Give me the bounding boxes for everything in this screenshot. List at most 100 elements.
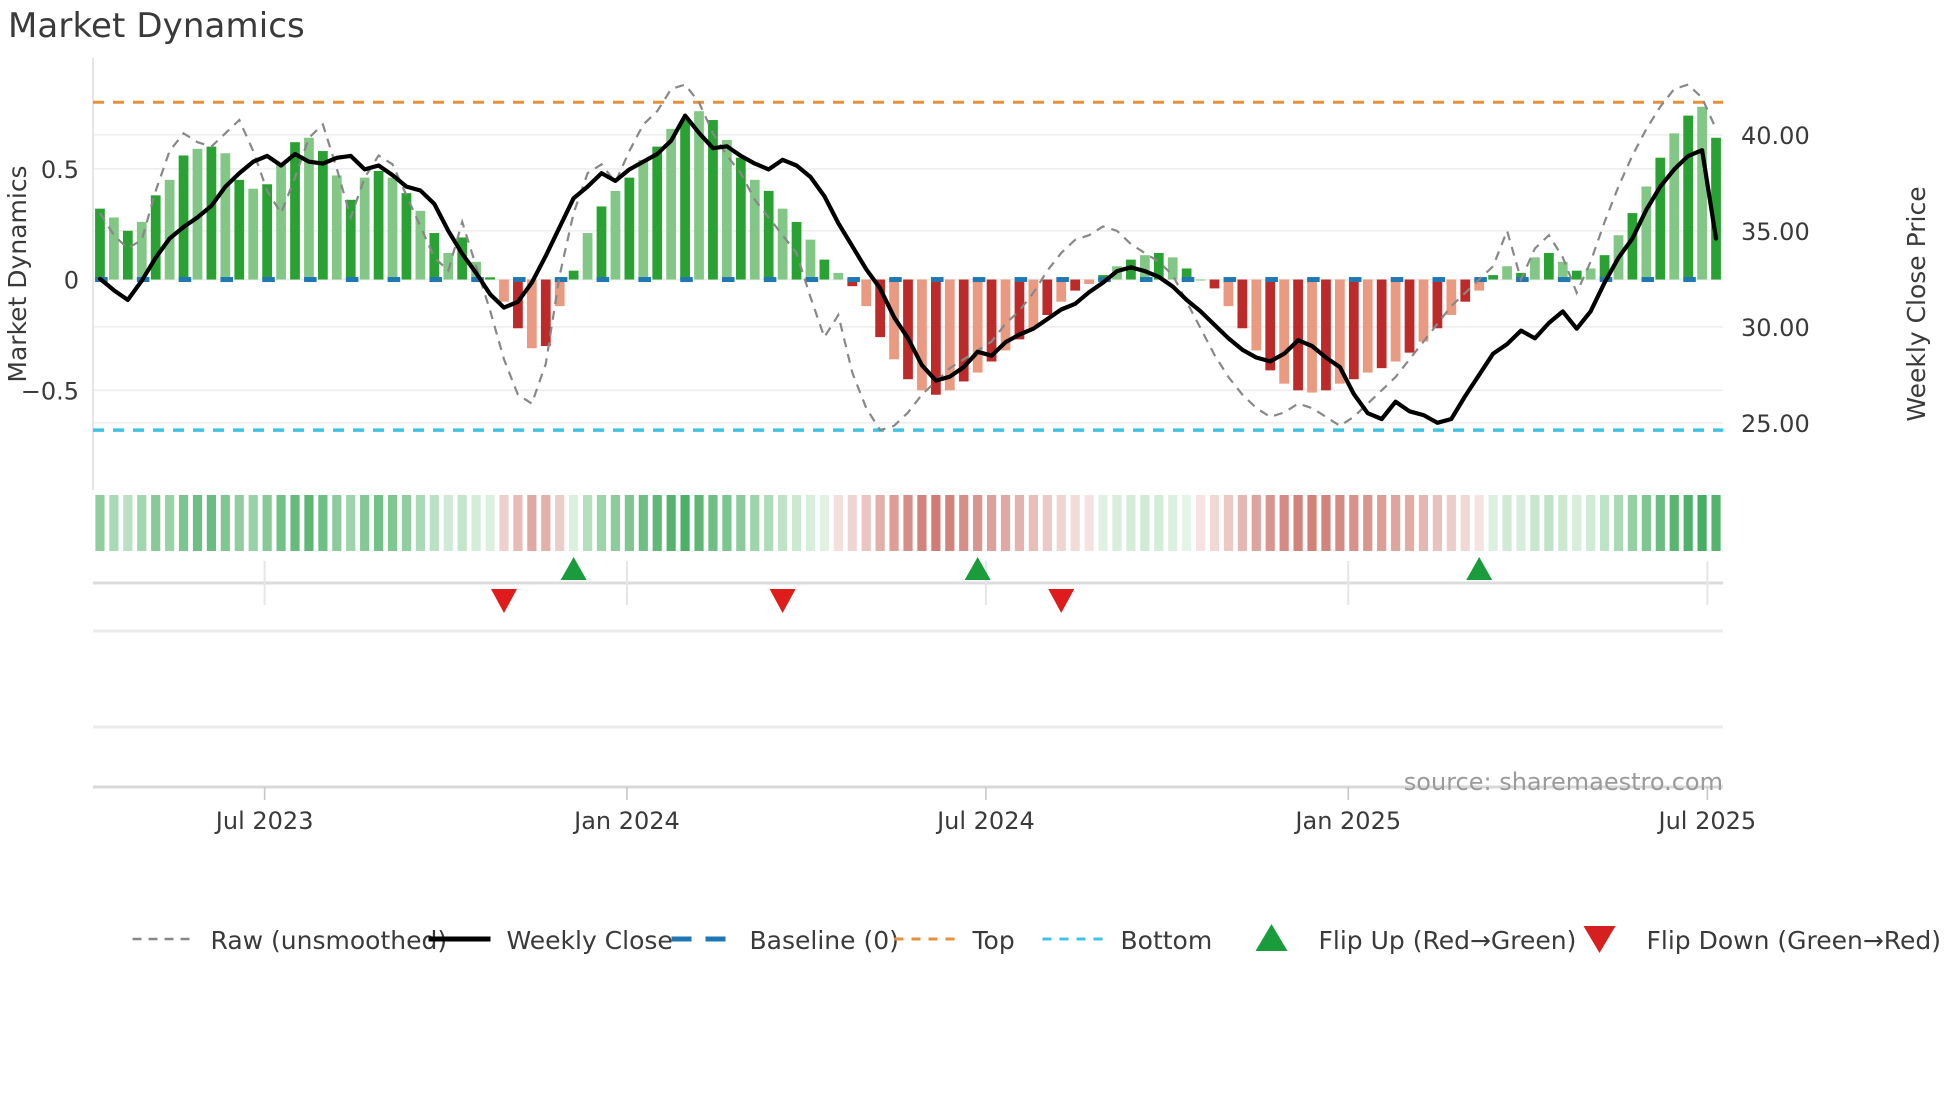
heatmap-cell-38 xyxy=(624,495,634,551)
heatmap-cell-47 xyxy=(750,495,760,551)
bar-107 xyxy=(1585,268,1596,280)
bar-98 xyxy=(1460,279,1471,302)
bar-69 xyxy=(1056,279,1067,302)
heatmap-cell-49 xyxy=(778,495,788,551)
heatmap-cell-111 xyxy=(1641,495,1651,551)
heatmap-cell-86 xyxy=(1293,495,1303,551)
bar-84 xyxy=(1265,279,1276,371)
heatmap-cell-96 xyxy=(1432,495,1442,551)
bar-60 xyxy=(930,279,941,395)
bar-0 xyxy=(95,208,105,280)
bar-9 xyxy=(220,153,231,280)
bar-88 xyxy=(1321,279,1331,391)
bar-2 xyxy=(122,230,133,280)
bar-23 xyxy=(415,210,426,280)
bar-116 xyxy=(1711,137,1721,280)
heatmap-cell-30 xyxy=(513,495,523,551)
bar-86 xyxy=(1293,279,1303,391)
heatmap-cell-41 xyxy=(666,495,676,551)
bar-97 xyxy=(1446,279,1457,315)
heatmap-cell-19 xyxy=(360,495,370,551)
bar-12 xyxy=(262,184,273,280)
x-axis: Jul 2023 Jan 2024 Jul 2024 Jan 2025 Jul 2025 xyxy=(214,787,1756,835)
bar-78 xyxy=(1181,268,1192,280)
heatmap-cell-56 xyxy=(875,495,885,551)
bar-76 xyxy=(1153,252,1164,280)
bar-43 xyxy=(694,111,704,280)
legend-item-4[interactable]: Bottom xyxy=(1042,926,1213,955)
heatmap-cell-110 xyxy=(1627,495,1638,551)
left-axis-tick-label-0: 0.5 xyxy=(41,156,79,184)
bar-87 xyxy=(1307,279,1317,393)
plot-group xyxy=(92,58,1723,490)
heatmap-cell-10 xyxy=(234,495,244,551)
heatmap-cell-95 xyxy=(1418,495,1429,551)
bar-96 xyxy=(1432,279,1443,329)
heatmap-cell-34 xyxy=(569,495,579,551)
heatmap-cell-65 xyxy=(1000,495,1011,551)
legend-item-1[interactable]: Weekly Close xyxy=(428,926,673,955)
bar-115 xyxy=(1697,106,1707,280)
heatmap-cell-29 xyxy=(499,495,509,551)
heatmap-cell-8 xyxy=(206,495,217,551)
heatmap-cell-5 xyxy=(165,495,175,551)
bar-64 xyxy=(986,279,997,362)
bar-74 xyxy=(1126,259,1136,280)
legend-item-2[interactable]: Baseline (0) xyxy=(671,926,899,955)
heatmap-cell-37 xyxy=(610,495,621,551)
bar-80 xyxy=(1209,279,1220,289)
heatmap-cell-74 xyxy=(1126,495,1136,551)
bar-92 xyxy=(1376,279,1387,369)
legend-item-label-2: Baseline (0) xyxy=(750,926,899,955)
heatmap-cell-84 xyxy=(1265,495,1275,551)
legend-item-6[interactable]: Flip Down (Green→Red) xyxy=(1583,926,1942,955)
heatmap-cell-6 xyxy=(178,495,189,551)
bar-83 xyxy=(1251,279,1262,351)
left-axis-tick-label-1: 0 xyxy=(64,267,79,295)
heatmap-cell-109 xyxy=(1613,495,1624,551)
heatmap-cell-87 xyxy=(1307,495,1317,551)
bar-36 xyxy=(596,206,607,280)
heatmap-cell-59 xyxy=(917,495,927,551)
bar-104 xyxy=(1543,252,1554,280)
legend-item-3[interactable]: Top xyxy=(894,926,1015,955)
bar-71 xyxy=(1084,279,1094,284)
heatmap-cell-46 xyxy=(736,495,746,551)
bar-8 xyxy=(206,146,217,280)
left-axis-tick-label-2: −0.5 xyxy=(21,377,79,405)
heatmap-cell-71 xyxy=(1084,495,1094,551)
heatmap-cell-93 xyxy=(1391,495,1401,551)
bar-32 xyxy=(540,279,551,346)
heatmap-cell-53 xyxy=(833,495,843,551)
bar-series xyxy=(95,106,1721,395)
bar-108 xyxy=(1599,255,1610,280)
bar-6 xyxy=(178,155,189,280)
bar-40 xyxy=(652,146,663,280)
heatmap-cell-16 xyxy=(318,495,328,551)
heatmap-cell-114 xyxy=(1683,495,1693,551)
right-axis-tick-label-1: 35.00 xyxy=(1741,218,1810,246)
bar-44 xyxy=(708,120,718,280)
right-axis-tick-label-3: 25.00 xyxy=(1741,410,1810,438)
bar-46 xyxy=(735,157,746,280)
legend-item-0[interactable]: Raw (unsmoothed) xyxy=(132,926,448,955)
heatmap-cell-52 xyxy=(819,495,830,551)
heatmap-cell-3 xyxy=(137,495,147,551)
legend-item-5[interactable]: Flip Up (Red→Green) xyxy=(1255,924,1577,955)
heatmap-cell-42 xyxy=(680,495,690,551)
bar-22 xyxy=(401,193,412,280)
bar-49 xyxy=(777,208,788,280)
heatmap-cell-14 xyxy=(290,495,300,551)
flip-down-marker-1 xyxy=(769,589,796,613)
heatmap-cell-17 xyxy=(332,495,342,551)
heatmap-cell-7 xyxy=(192,495,203,551)
heatmap-cell-63 xyxy=(973,495,983,551)
bar-3 xyxy=(136,221,147,280)
heatmap-cell-83 xyxy=(1251,495,1261,551)
bar-25 xyxy=(443,252,454,280)
bar-48 xyxy=(763,190,774,280)
heatmap-cell-68 xyxy=(1042,495,1052,551)
bar-75 xyxy=(1139,255,1150,280)
legend-item-label-0: Raw (unsmoothed) xyxy=(211,926,448,955)
